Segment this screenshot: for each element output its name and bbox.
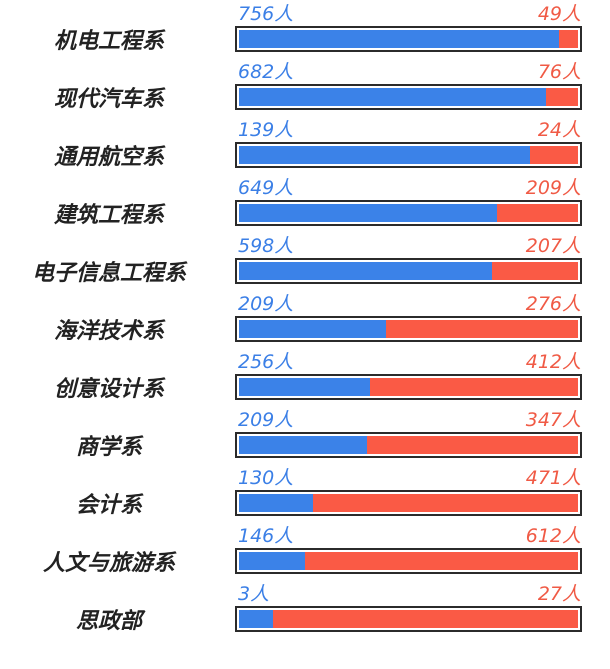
right-value-label: 471人 (525, 467, 581, 489)
category-label: 思政部 (75, 609, 142, 634)
bar-segment-left (239, 378, 370, 396)
bar-frame (235, 606, 582, 632)
bar-frame (235, 26, 582, 52)
category-label: 通用航空系 (53, 145, 164, 170)
left-value-label: 256人 (238, 351, 294, 373)
category-label: 人文与旅游系 (42, 551, 175, 576)
left-value-label: 130人 (238, 467, 294, 489)
right-value-label: 207人 (525, 235, 581, 257)
bar-segment-left (239, 320, 386, 338)
chart-row: 商学系 209人 347人 (0, 406, 610, 464)
category-label: 创意设计系 (53, 377, 164, 402)
bar-segment-right (546, 88, 578, 106)
bar-frame (235, 548, 582, 574)
bar-segment-left (239, 436, 367, 454)
bar-frame (235, 374, 582, 400)
bar-segment-right (386, 320, 578, 338)
chart-row: 会计系 130人 471人 (0, 464, 610, 522)
bar-segment-right (497, 204, 578, 222)
right-value-label: 27人 (537, 583, 581, 605)
chart-row: 机电工程系 756人 49人 (0, 0, 610, 58)
category-label: 电子信息工程系 (31, 261, 186, 286)
bar-segment-right (492, 262, 578, 280)
right-value-label: 209人 (525, 177, 581, 199)
left-value-label: 3人 (238, 583, 270, 605)
left-value-label: 682人 (238, 61, 294, 83)
category-label: 商学系 (75, 435, 142, 460)
category-label: 建筑工程系 (53, 203, 164, 228)
chart-row: 海洋技术系 209人 276人 (0, 290, 610, 348)
bar-track (239, 552, 578, 570)
left-value-label: 209人 (238, 409, 294, 431)
bar-segment-left (239, 88, 546, 106)
bar-frame (235, 142, 582, 168)
bar-track (239, 320, 578, 338)
bar-segment-right (273, 610, 578, 628)
bar-segment-left (239, 204, 497, 222)
bar-track (239, 436, 578, 454)
category-label: 海洋技术系 (53, 319, 164, 344)
bar-frame (235, 490, 582, 516)
left-value-label: 598人 (238, 235, 294, 257)
right-value-label: 24人 (537, 119, 581, 141)
chart-row: 建筑工程系 649人 209人 (0, 174, 610, 232)
bar-track (239, 146, 578, 164)
bar-segment-left (239, 494, 313, 512)
bar-track (239, 88, 578, 106)
bar-segment-left (239, 552, 305, 570)
chart-row: 现代汽车系 682人 76人 (0, 58, 610, 116)
chart-row: 思政部 3人 27人 (0, 580, 610, 638)
right-value-label: 347人 (525, 409, 581, 431)
bar-segment-left (239, 262, 492, 280)
right-value-label: 412人 (525, 351, 581, 373)
right-value-label: 276人 (525, 293, 581, 315)
bar-track (239, 30, 578, 48)
bar-frame (235, 258, 582, 284)
bar-segment-left (239, 610, 273, 628)
bar-segment-right (313, 494, 578, 512)
chart-row: 通用航空系 139人 24人 (0, 116, 610, 174)
chart-row: 人文与旅游系 146人 612人 (0, 522, 610, 580)
bar-frame (235, 432, 582, 458)
bar-track (239, 262, 578, 280)
bar-frame (235, 316, 582, 342)
left-value-label: 649人 (238, 177, 294, 199)
left-value-label: 139人 (238, 119, 294, 141)
right-value-label: 49人 (537, 3, 581, 25)
left-value-label: 209人 (238, 293, 294, 315)
bar-track (239, 378, 578, 396)
bar-segment-left (239, 146, 530, 164)
bar-track (239, 494, 578, 512)
bar-segment-right (530, 146, 578, 164)
bar-segment-right (559, 30, 578, 48)
bar-segment-left (239, 30, 559, 48)
bar-track (239, 204, 578, 222)
bar-segment-right (367, 436, 578, 454)
right-value-label: 76人 (537, 61, 581, 83)
bar-frame (235, 84, 582, 110)
chart-row: 电子信息工程系 598人 207人 (0, 232, 610, 290)
category-label: 会计系 (75, 493, 142, 518)
bar-frame (235, 200, 582, 226)
left-value-label: 756人 (238, 3, 294, 25)
bar-segment-right (370, 378, 578, 396)
category-label: 现代汽车系 (53, 87, 164, 112)
left-value-label: 146人 (238, 525, 294, 547)
category-label: 机电工程系 (53, 29, 164, 54)
bar-segment-right (305, 552, 578, 570)
right-value-label: 612人 (525, 525, 581, 547)
bar-track (239, 610, 578, 628)
chart-row: 创意设计系 256人 412人 (0, 348, 610, 406)
